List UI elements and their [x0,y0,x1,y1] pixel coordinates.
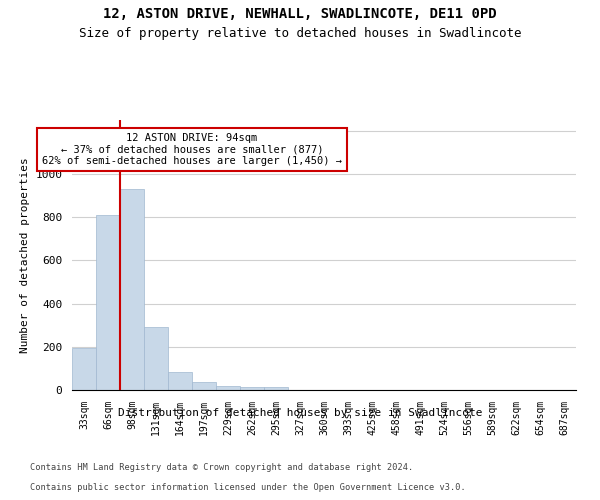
Bar [96,215,120,390]
Text: Contains HM Land Registry data © Crown copyright and database right 2024.: Contains HM Land Registry data © Crown c… [30,464,413,472]
Bar [216,386,240,390]
Text: 12, ASTON DRIVE, NEWHALL, SWADLINCOTE, DE11 0PD: 12, ASTON DRIVE, NEWHALL, SWADLINCOTE, D… [103,8,497,22]
Bar [240,387,264,390]
Bar [72,348,96,390]
Text: Contains public sector information licensed under the Open Government Licence v3: Contains public sector information licen… [30,484,466,492]
Bar [192,382,216,390]
Text: Size of property relative to detached houses in Swadlincote: Size of property relative to detached ho… [79,28,521,40]
Bar [168,372,192,390]
Text: Distribution of detached houses by size in Swadlincote: Distribution of detached houses by size … [118,408,482,418]
Bar [144,328,168,390]
Y-axis label: Number of detached properties: Number of detached properties [20,157,30,353]
Bar [264,388,288,390]
Text: 12 ASTON DRIVE: 94sqm
← 37% of detached houses are smaller (877)
62% of semi-det: 12 ASTON DRIVE: 94sqm ← 37% of detached … [42,133,342,166]
Bar [120,189,144,390]
